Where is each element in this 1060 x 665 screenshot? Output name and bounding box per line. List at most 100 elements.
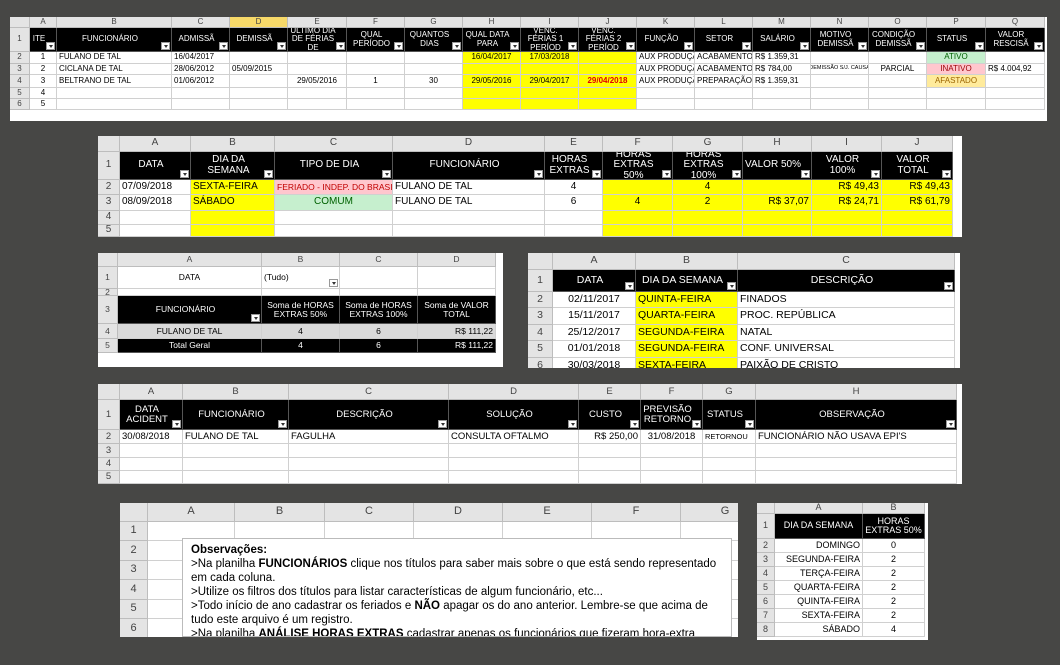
- row-number: 1: [98, 400, 120, 430]
- cell: [393, 211, 545, 225]
- cell-value: HORAS EXTRAS: [545, 152, 603, 180]
- cell-value: R$ 250,00: [579, 430, 641, 444]
- filter-button[interactable]: [942, 170, 951, 178]
- cell-value: FUNCIONÁRIO: [118, 296, 262, 324]
- cell: [521, 88, 579, 99]
- filter-button[interactable]: [251, 314, 260, 322]
- cell-value: STATUS: [703, 400, 756, 430]
- cell: [812, 211, 882, 225]
- column-letter: C: [172, 17, 230, 28]
- cell-value: 2: [863, 581, 925, 595]
- filter-button[interactable]: [800, 42, 809, 50]
- note-text: >Todo início de ano cadastrar os feriado…: [191, 600, 415, 612]
- cell-value: 29/05/2016: [288, 75, 347, 88]
- cell: [753, 99, 811, 110]
- filter-button[interactable]: [742, 42, 751, 50]
- cell: [986, 52, 1045, 64]
- filter-button[interactable]: [858, 42, 867, 50]
- filter-button[interactable]: [871, 170, 880, 178]
- filter-button[interactable]: [568, 42, 577, 50]
- filter-button[interactable]: [336, 42, 345, 50]
- cell-value: ACABAMENTO: [695, 52, 753, 64]
- cell: [347, 88, 405, 99]
- cell: [811, 88, 869, 99]
- filter-button[interactable]: [394, 42, 403, 50]
- cell-value: QUANTOS DIAS: [405, 28, 463, 52]
- filter-button[interactable]: [534, 170, 543, 178]
- filter-button[interactable]: [1034, 42, 1043, 50]
- cell-value: SEXTA-FEIRA: [191, 180, 275, 195]
- filter-button[interactable]: [692, 420, 701, 428]
- cell: [172, 88, 230, 99]
- filter-button[interactable]: [161, 42, 170, 50]
- note-paragraph: >Na planilha FUNCIONÁRIOS clique nos tít…: [191, 557, 723, 585]
- cell-value: 30: [405, 75, 463, 88]
- filter-button[interactable]: [944, 282, 953, 290]
- row-number: 4: [98, 211, 120, 225]
- cell-value: FUNCIONÁRIO: [57, 28, 172, 52]
- cell: [869, 88, 927, 99]
- cell-value: DEMISSÃ: [230, 28, 288, 52]
- column-letter: A: [118, 253, 262, 267]
- filter-button[interactable]: [172, 420, 181, 428]
- filter-button[interactable]: [626, 42, 635, 50]
- note-text: >Utilize os filtros dos títulos para lis…: [191, 586, 603, 598]
- cell: [405, 88, 463, 99]
- filter-button[interactable]: [801, 170, 810, 178]
- filter-button[interactable]: [916, 42, 925, 50]
- cell: [579, 88, 637, 99]
- spreadsheet: A B 1 DIA DA SEMANA HORAS EXTRAS 50% 2 DOMINGO…: [757, 503, 928, 640]
- cell: [230, 75, 288, 88]
- filter-button[interactable]: [438, 420, 447, 428]
- cell: [289, 471, 449, 484]
- filter-button[interactable]: [452, 42, 461, 50]
- filter-button[interactable]: [630, 420, 639, 428]
- cell: [869, 52, 927, 64]
- row-number: 3: [98, 195, 120, 211]
- filter-button[interactable]: [946, 420, 955, 428]
- cell-value: FERIADO - INDEP. DO BRASIL: [275, 180, 393, 195]
- cell-value: FUNÇÃO: [637, 28, 695, 52]
- cell-value: Soma de HORAS EXTRAS 50%: [262, 296, 340, 324]
- filter-button[interactable]: [219, 42, 228, 50]
- filter-button[interactable]: [278, 420, 287, 428]
- row-number: 7: [757, 609, 775, 623]
- filter-button[interactable]: [592, 170, 601, 178]
- column-letter: A: [120, 136, 191, 152]
- row-number: 5: [10, 88, 30, 99]
- filter-button[interactable]: [745, 420, 754, 428]
- cell-value: SEGUNDA-FEIRA: [636, 325, 738, 341]
- row-number: 6: [10, 99, 30, 110]
- cell-value: 30/08/2018: [120, 430, 183, 444]
- cell-value: VALOR 50%: [743, 152, 812, 180]
- column-letter: E: [503, 503, 592, 522]
- filter-button[interactable]: [684, 42, 693, 50]
- cell: [120, 225, 191, 237]
- filter-button[interactable]: [625, 282, 634, 290]
- filter-button[interactable]: [264, 170, 273, 178]
- filter-button[interactable]: [382, 170, 391, 178]
- filter-button[interactable]: [180, 170, 189, 178]
- cell: [637, 88, 695, 99]
- cell: [695, 88, 753, 99]
- cell-value: Total Geral: [118, 339, 262, 353]
- cell-value: 30/03/2018: [553, 358, 636, 368]
- filter-button[interactable]: [662, 170, 671, 178]
- filter-button[interactable]: [732, 170, 741, 178]
- filter-button[interactable]: [727, 282, 736, 290]
- filter-button[interactable]: [568, 420, 577, 428]
- row-number: 1: [98, 152, 120, 180]
- filter-button[interactable]: [975, 42, 984, 50]
- note-paragraph: >Todo início de ano cadastrar os feriado…: [191, 599, 723, 627]
- column-letter: G: [673, 136, 743, 152]
- cell: [927, 99, 986, 110]
- cell: [230, 99, 288, 110]
- row-number: 3: [757, 553, 775, 567]
- cell-value: CONF. UNIVERSAL: [738, 341, 955, 358]
- filter-button[interactable]: [510, 42, 519, 50]
- filter-button[interactable]: [329, 279, 338, 287]
- filter-button[interactable]: [277, 42, 286, 50]
- cell: [743, 225, 812, 237]
- filter-button[interactable]: [46, 42, 55, 50]
- cell: [579, 64, 637, 75]
